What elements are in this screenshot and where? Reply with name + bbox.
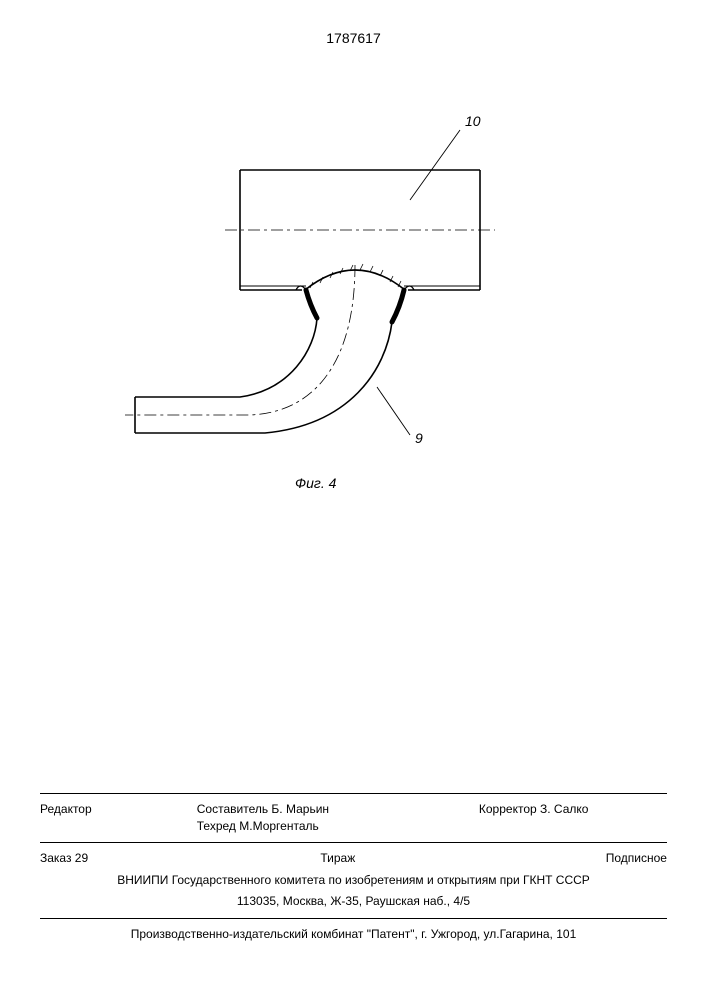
figure-4 (110, 115, 520, 475)
ref-label-9: 9 (415, 430, 423, 446)
divider (40, 793, 667, 794)
signed: Подписное (479, 850, 667, 867)
institute-line2: 113035, Москва, Ж-35, Раушская наб., 4/5 (40, 891, 667, 912)
ref-label-10: 10 (465, 113, 481, 129)
colophon-block: Редактор Составитель Б. Марьин Техред М.… (40, 788, 667, 945)
institute-line1: ВНИИПИ Государственного комитета по изоб… (40, 870, 667, 891)
order: Заказ 29 (40, 850, 197, 867)
press-line: Производственно-издательский комбинат "П… (40, 924, 667, 945)
figure-caption: Фиг. 4 (295, 475, 336, 491)
tirage: Тираж (197, 850, 479, 867)
tech-editor: Техред М.Моргенталь (197, 819, 319, 833)
divider (40, 842, 667, 843)
compiler: Составитель Б. Марьин (197, 802, 329, 816)
corrector: Корректор З. Салко (479, 801, 667, 836)
editor-label: Редактор (40, 801, 197, 836)
divider (40, 918, 667, 919)
page-number: 1787617 (326, 30, 381, 46)
